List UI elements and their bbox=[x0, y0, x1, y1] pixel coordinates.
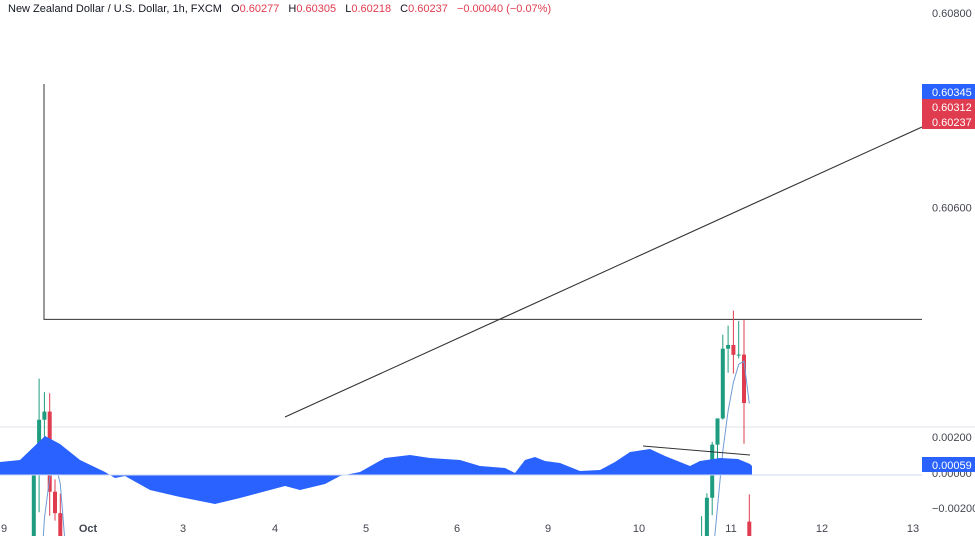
low-label: L bbox=[345, 3, 352, 15]
price-badge bbox=[922, 114, 975, 129]
open-value: 0.60277 bbox=[239, 3, 280, 15]
candle-body[interactable] bbox=[704, 497, 709, 536]
oscillator-divergence-line[interactable] bbox=[642, 445, 751, 456]
change-value: −0.00040 (−0.07%) bbox=[456, 3, 552, 15]
oscillator-area bbox=[0, 436, 752, 504]
time-axis[interactable]: 9 Oct 3 4 5 6 9 10 11 12 13 bbox=[1, 523, 919, 535]
candle-body[interactable] bbox=[742, 354, 746, 404]
price-axis[interactable]: 0.608000.606000.602000.600000.598000.596… bbox=[922, 8, 975, 536]
oscillator-badge-label: 0.00059 bbox=[932, 460, 972, 472]
low-value: 0.60218 bbox=[351, 3, 392, 15]
open-label: O bbox=[231, 3, 240, 15]
candle-body[interactable] bbox=[53, 491, 57, 514]
time-tick-label: 6 bbox=[454, 523, 460, 535]
price-badge-label: 0.60345 bbox=[932, 87, 972, 99]
close-label: C bbox=[400, 3, 409, 15]
candle-body[interactable] bbox=[720, 348, 725, 419]
candle-body[interactable] bbox=[726, 345, 731, 349]
time-tick-label: 4 bbox=[272, 523, 278, 535]
time-tick-label: 3 bbox=[180, 523, 186, 535]
candle-body[interactable] bbox=[736, 354, 741, 356]
close-value: 0.60237 bbox=[408, 3, 448, 15]
price-badge-label: 0.60312 bbox=[932, 102, 972, 114]
price-badge bbox=[922, 99, 975, 114]
fast-moving-average bbox=[42, 360, 750, 536]
candles-group bbox=[31, 310, 752, 536]
oscillator-tick-label: −0.00200 bbox=[932, 503, 975, 515]
high-value: 0.60305 bbox=[296, 3, 337, 15]
time-tick-label: 12 bbox=[816, 523, 828, 535]
time-tick-label: Oct bbox=[79, 523, 98, 535]
chart-legend: New Zealand Dollar / U.S. Dollar, 1h, FX… bbox=[8, 3, 551, 15]
price-tick-label: 0.60800 bbox=[932, 8, 972, 20]
price-badge bbox=[922, 84, 975, 99]
time-tick-label: 9 bbox=[545, 523, 551, 535]
oscillator-pane[interactable] bbox=[0, 436, 922, 504]
time-tick-label: 10 bbox=[633, 523, 645, 535]
time-tick-label: 13 bbox=[907, 523, 919, 535]
candle-body[interactable] bbox=[31, 469, 36, 536]
rising-trendline[interactable] bbox=[284, 126, 923, 418]
resistance-line[interactable] bbox=[43, 84, 922, 320]
oscillator-tick-label: 0.00200 bbox=[932, 432, 972, 444]
candle-body[interactable] bbox=[58, 513, 63, 536]
price-badge-label: 0.60237 bbox=[932, 117, 972, 129]
high-label: H bbox=[288, 3, 297, 15]
time-tick-label: 11 bbox=[725, 523, 736, 535]
time-tick-label: 5 bbox=[363, 523, 369, 535]
time-tick-label: 9 bbox=[1, 523, 7, 535]
candle-body[interactable] bbox=[731, 345, 736, 355]
candle-body[interactable] bbox=[42, 411, 47, 420]
candle-body[interactable] bbox=[715, 418, 720, 445]
price-tick-label: 0.60600 bbox=[932, 203, 972, 215]
symbol-title: New Zealand Dollar / U.S. Dollar, 1h, FX… bbox=[8, 3, 222, 15]
candle-body[interactable] bbox=[747, 521, 752, 536]
oscillator-badge bbox=[922, 457, 975, 472]
